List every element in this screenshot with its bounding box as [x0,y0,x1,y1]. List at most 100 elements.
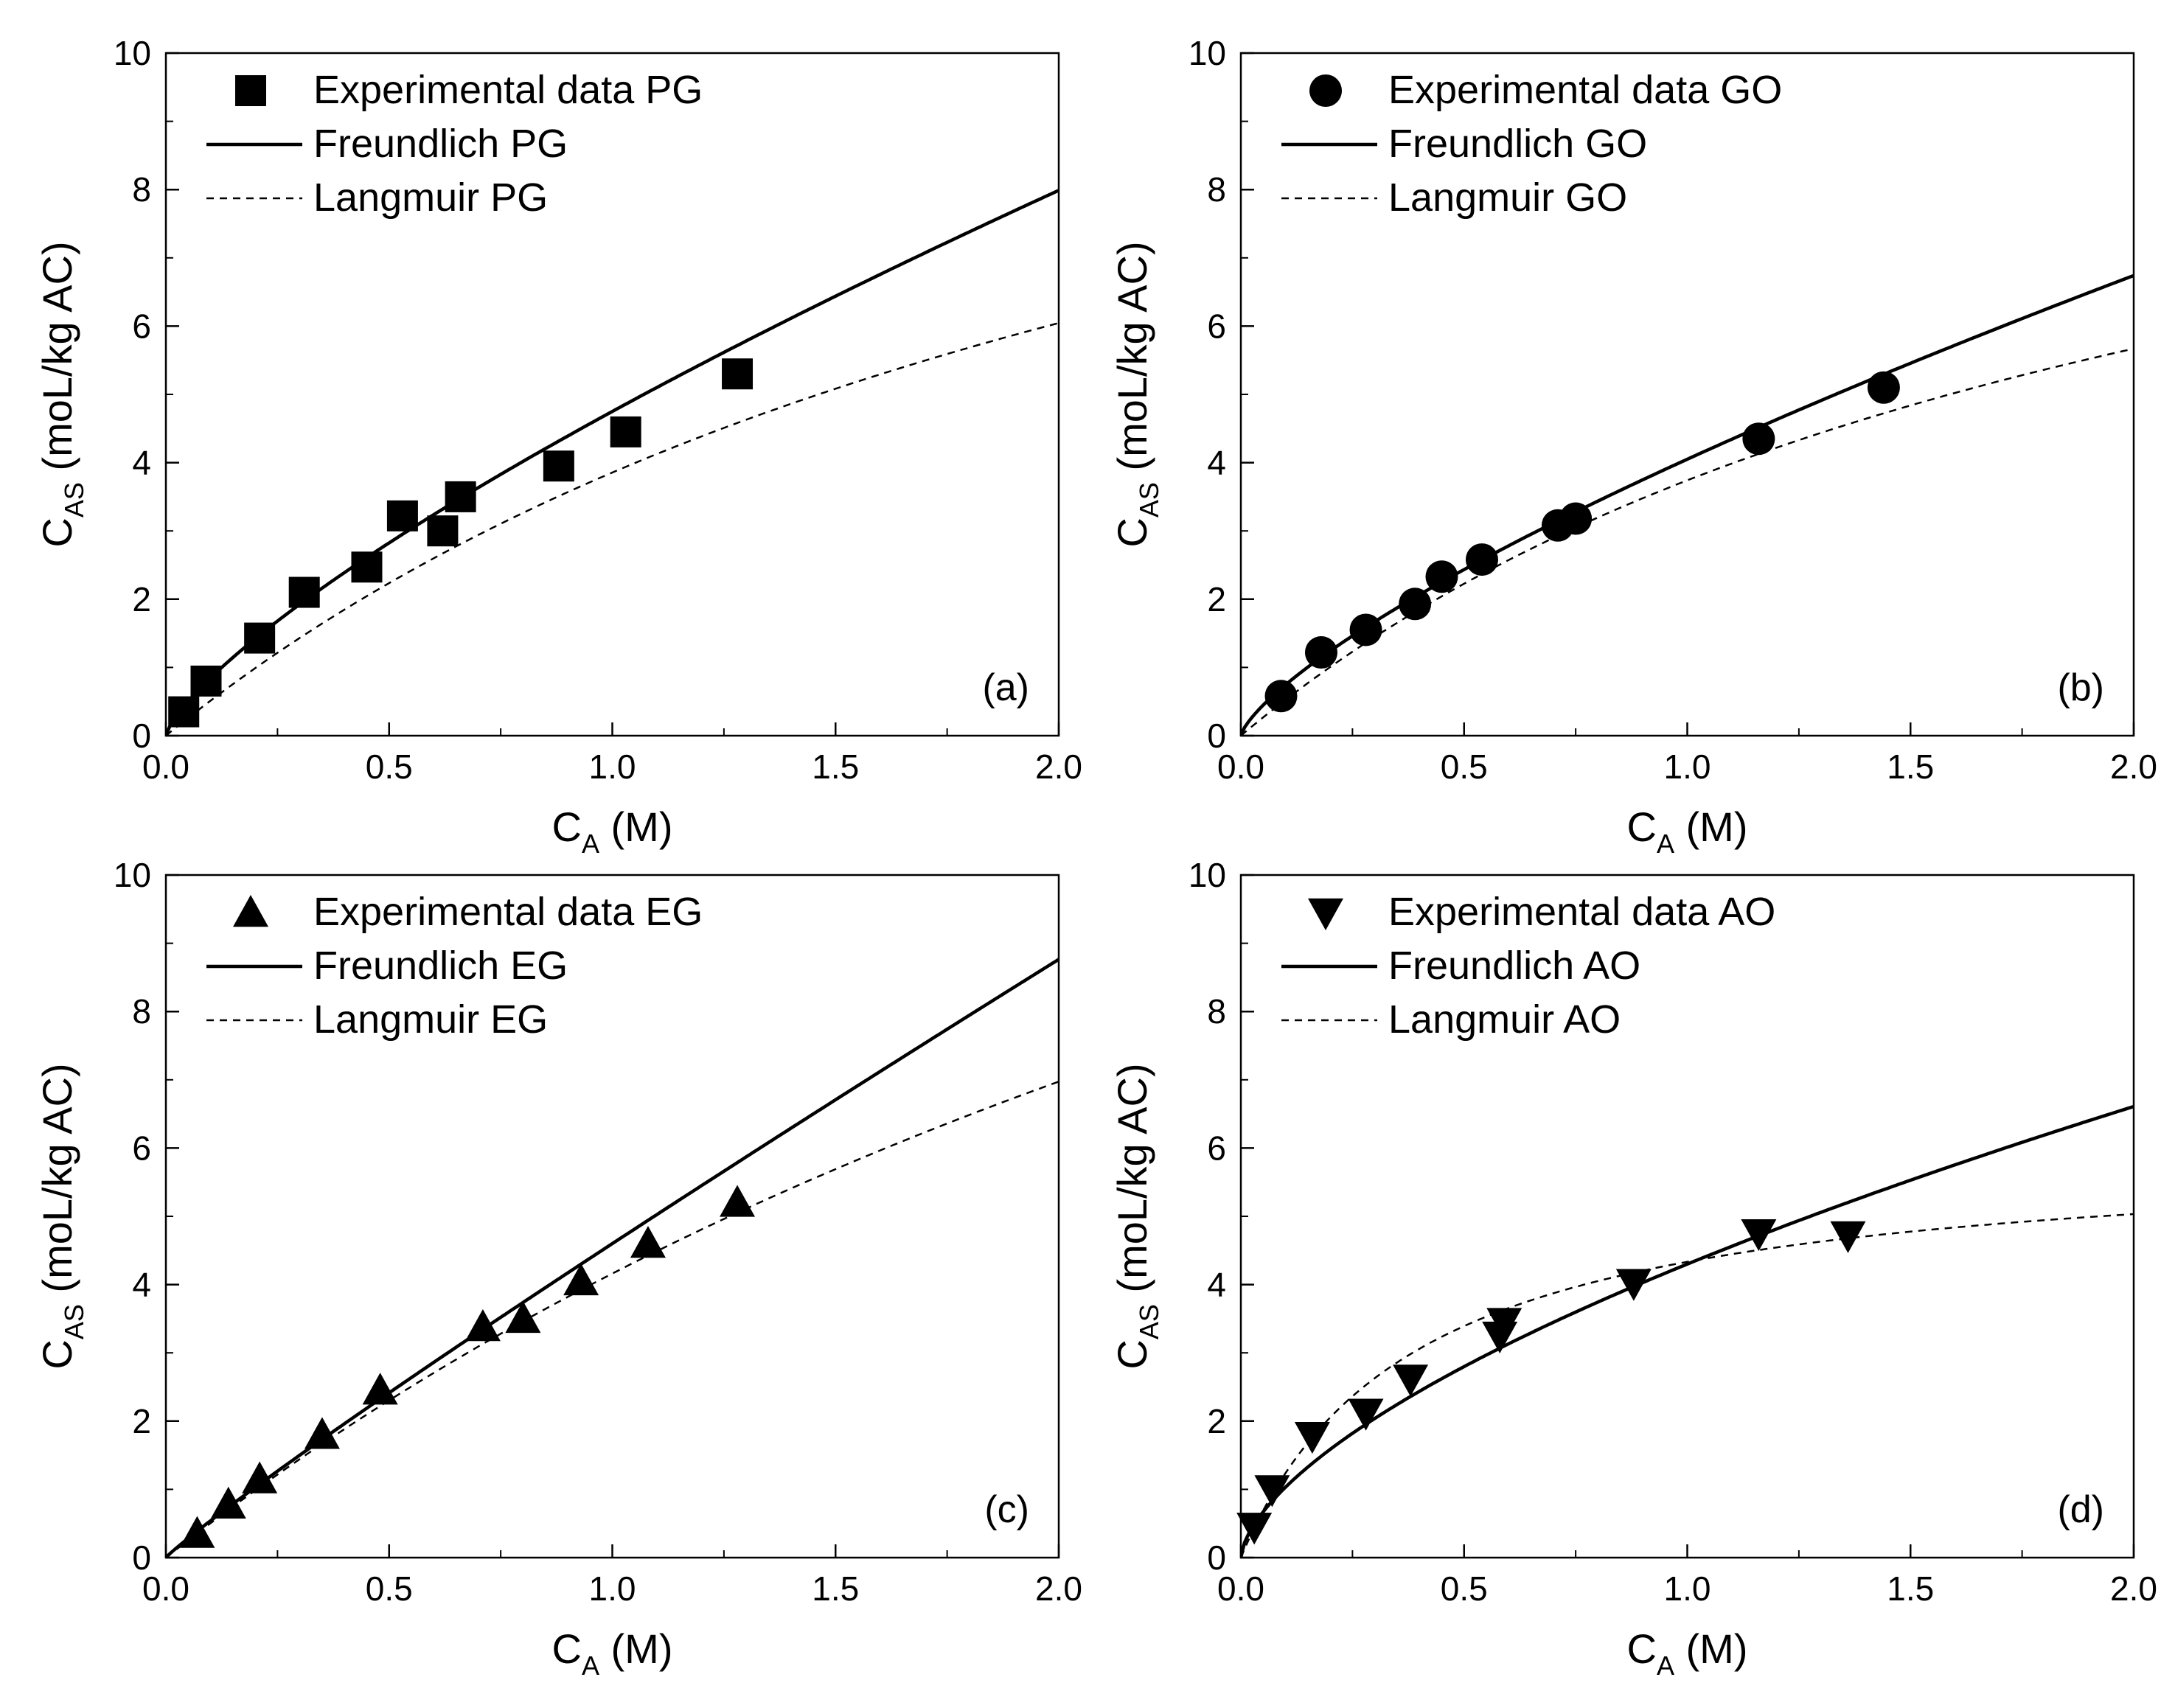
data-point [1830,1221,1866,1253]
y-tick-label: 8 [1207,170,1226,209]
langmuir-curve [166,1081,1059,1558]
y-tick-label: 10 [114,34,151,72]
x-tick-label: 1.0 [1664,747,1711,786]
y-tick-label: 0 [1207,1538,1226,1577]
x-tick-label: 0.0 [1217,1569,1264,1608]
legend: Experimental data PG Freundlich PG Langmui… [206,68,703,220]
legend-label: Freundlich GO [1388,122,1647,166]
y-tick-label: 10 [114,856,151,894]
data-point [1742,422,1775,456]
data-point [720,1185,756,1217]
panel-c: 0.0 0.5 1.0 1.5 2.0 0 2 4 6 8 10 CA (M) CAS (moL/kg … [34,856,1082,1681]
legend-label: Langmuir EG [313,997,548,1042]
data-point [427,515,459,547]
data-point [1393,1364,1429,1397]
data-point [210,1486,246,1519]
data-point [351,551,383,583]
y-tick-label: 4 [1207,1266,1226,1304]
data-point [1254,1475,1290,1507]
legend-label: Freundlich PG [313,122,568,166]
data-point [168,696,200,728]
langmuir-curve [166,321,1059,736]
legend: Experimental data EG Freundlich EG Langmui… [206,890,703,1042]
panel-d: 0.0 0.5 1.0 1.5 2.0 0 2 4 6 8 10 CA (M) CAS (moL/kg … [1109,856,2157,1681]
x-axis-title: CA (M) [1627,1625,1748,1681]
plot-frame [1239,874,2135,1559]
y-tick-label: 4 [1207,444,1226,482]
legend-marker [1308,898,1343,930]
y-axis-title: CAS (moL/kg AC) [1109,1063,1164,1369]
data-point [1294,1421,1330,1454]
y-tick-label: 8 [132,992,151,1031]
x-tick-label: 0.0 [1217,747,1264,786]
legend-marker [233,895,268,927]
data-point [630,1226,666,1258]
data-point [505,1300,541,1334]
legend-label: Experimental data EG [313,890,703,934]
x-tick-label: 0.5 [1441,747,1488,786]
panel-a: 0.0 0.5 1.0 1.5 2.0 0 2 4 6 8 10 CA (M) CAS (moL/kg … [34,34,1082,859]
freundlich-curve [166,958,1059,1558]
freundlich-curve [1241,273,2134,736]
y-tick-label: 6 [1207,307,1226,345]
model-curves [166,189,1059,736]
data-point [1741,1219,1777,1252]
data-point [1348,1398,1384,1431]
y-tick-label: 8 [132,170,151,209]
y-tick-label: 0 [1207,717,1226,755]
freundlich-curve [1241,1104,2134,1558]
y-tick-label: 2 [1207,580,1226,618]
legend-label: Langmuir AO [1388,997,1621,1042]
freundlich-curve [166,189,1059,736]
data-point [242,1461,278,1493]
x-tick-label: 2.0 [1035,1569,1082,1608]
y-tick-label: 4 [132,1266,151,1304]
data-point [179,1516,215,1548]
x-axis-title: CA (M) [552,1625,673,1681]
data-point [610,416,641,447]
y-tick-label: 10 [1189,856,1226,894]
legend-label: Freundlich EG [313,944,568,988]
y-tick-label: 6 [132,307,151,345]
x-axis-title: CA (M) [552,804,673,859]
x-tick-label: 0.0 [142,747,189,786]
data-point [1465,543,1498,576]
x-tick-label: 1.5 [812,747,859,786]
data-point [1264,680,1298,713]
data-point [1486,1308,1522,1340]
y-tick-label: 10 [1189,34,1226,72]
x-axis-title: CA (M) [1627,804,1748,859]
data-point [288,576,320,608]
y-tick-label: 2 [132,580,151,618]
data-point [1425,560,1458,593]
legend-marker [235,75,266,106]
data-points [179,1185,756,1548]
x-tick-label: 0.5 [366,1569,413,1608]
data-point [563,1263,599,1296]
legend: Experimental data GO Freundlich GO Langmui… [1281,68,1782,220]
data-point [1559,502,1593,535]
y-axis-title: CAS (moL/kg AC) [1109,241,1164,547]
x-tick-label: 0.0 [142,1569,189,1608]
data-points [1264,371,1900,713]
y-tick-label: 6 [1207,1129,1226,1167]
langmuir-curve [1241,1213,2134,1558]
legend-label: Langmuir PG [313,175,548,220]
legend-label: Experimental data PG [313,68,703,112]
data-point [1399,588,1432,621]
y-tick-label: 2 [132,1402,151,1440]
plot-frame [164,52,1060,737]
model-curves [166,958,1059,1558]
legend-label: Freundlich AO [1388,944,1640,988]
legend-label: Experimental data AO [1388,890,1775,934]
x-tick-label: 1.0 [589,747,636,786]
y-tick-label: 6 [132,1129,151,1167]
x-tick-label: 1.5 [1887,747,1934,786]
legend: Experimental data AO Freundlich AO Langmui… [1281,890,1775,1042]
model-curves [1241,273,2134,736]
y-tick-label: 0 [132,1538,151,1577]
legend-label: Langmuir GO [1388,175,1627,220]
data-points [168,358,754,728]
x-tick-label: 1.5 [812,1569,859,1608]
